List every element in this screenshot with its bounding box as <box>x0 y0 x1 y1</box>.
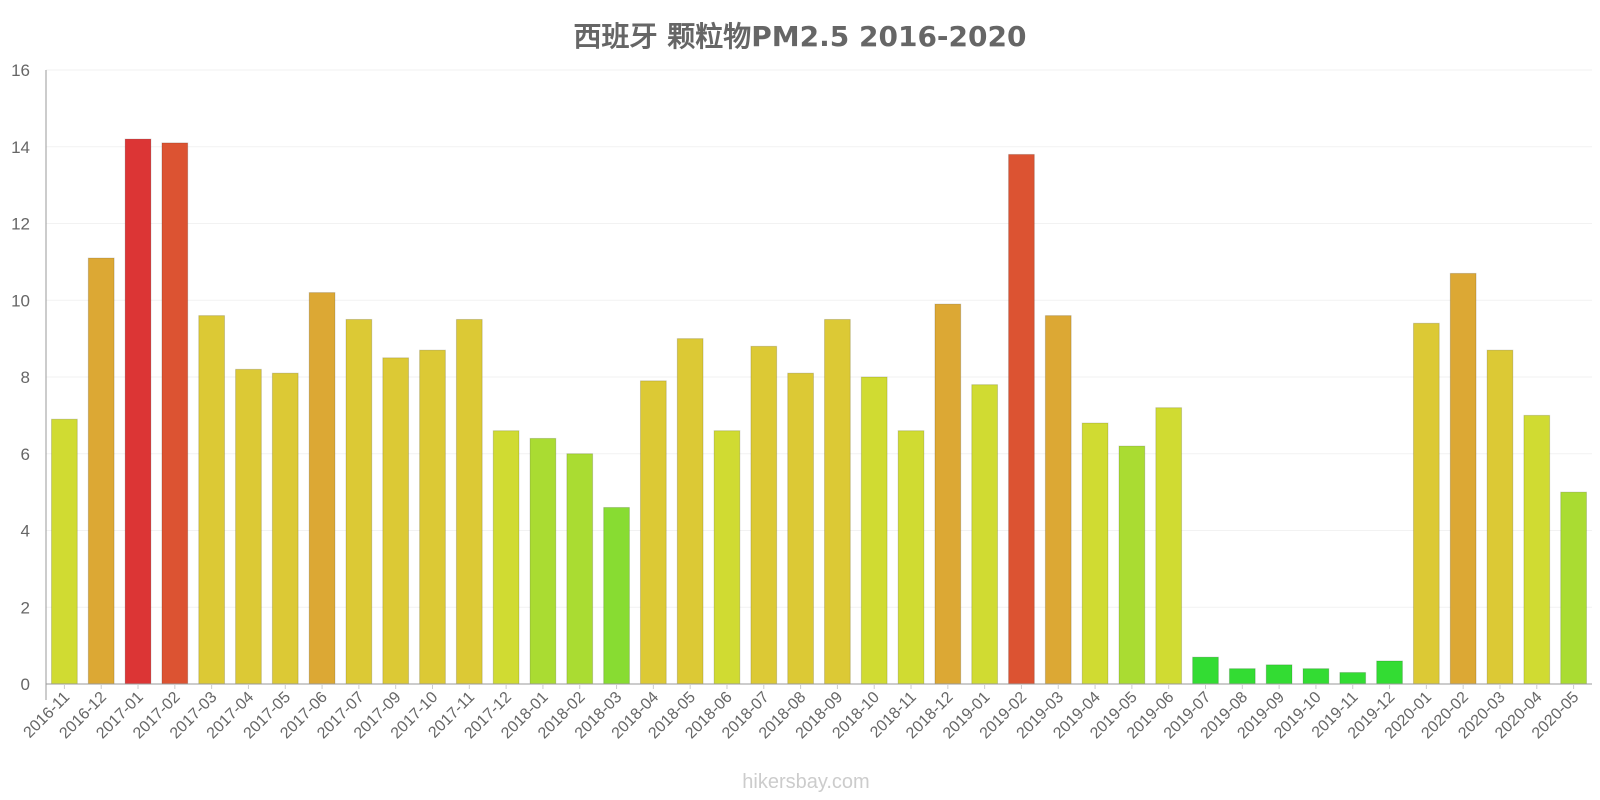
bar-2019-03 <box>1044 315 1072 685</box>
bar-2019-12 <box>1376 660 1403 685</box>
bar-2019-04 <box>1081 422 1109 685</box>
bar-2018-05 <box>676 338 704 685</box>
bar-2019-08 <box>1228 668 1256 685</box>
bar-2018-08 <box>787 372 814 685</box>
bar-2018-10 <box>860 376 888 685</box>
bar-2018-01 <box>529 437 557 685</box>
bar-2016-12 <box>87 257 115 685</box>
bar-2019-11 <box>1339 671 1367 685</box>
y-tick-label: 0 <box>21 675 30 694</box>
bar-2017-02 <box>161 142 189 685</box>
bar-2020-03 <box>1486 349 1514 685</box>
bar-2020-01 <box>1412 322 1440 685</box>
bar-2017-04 <box>235 368 262 685</box>
bar-2017-11 <box>455 318 483 685</box>
y-tick-label: 14 <box>11 138 30 157</box>
bar-2020-04 <box>1523 414 1551 685</box>
bar-2018-07 <box>750 345 778 685</box>
bar-2017-07 <box>345 318 373 685</box>
y-tick-label: 2 <box>21 598 30 617</box>
bar-2018-12 <box>934 303 962 685</box>
y-tick-labels: 0 2 4 6 8 10 12 14 16 <box>11 61 30 694</box>
bar-2017-01 <box>124 138 152 685</box>
bar-2017-12 <box>492 430 520 685</box>
bars <box>51 138 1587 685</box>
y-tick-label: 8 <box>21 368 30 387</box>
bar-2019-01 <box>971 384 999 685</box>
bar-2017-09 <box>382 357 410 685</box>
bar-2018-06 <box>713 430 741 685</box>
bar-2018-09 <box>824 318 851 685</box>
bar-2020-02 <box>1449 272 1477 685</box>
y-tick-label: 6 <box>21 445 30 464</box>
axes <box>45 70 1592 700</box>
bar-2018-11 <box>897 430 925 685</box>
bar-2017-05 <box>271 372 299 685</box>
bar-2019-05 <box>1118 445 1146 685</box>
bar-2019-06 <box>1155 407 1183 685</box>
y-tick-label: 16 <box>11 61 30 80</box>
chart-title: 西班牙 颗粒物PM2.5 2016-2020 <box>574 20 1027 53</box>
bar-2019-02 <box>1008 153 1035 685</box>
bar-2019-07 <box>1192 656 1219 685</box>
bar-2019-10 <box>1302 668 1330 685</box>
bar-2016-11 <box>51 418 78 685</box>
bar-2018-03 <box>603 506 630 685</box>
bar-2017-06 <box>308 292 336 685</box>
y-tick-label: 10 <box>11 291 30 310</box>
y-tick-label: 12 <box>11 215 30 234</box>
bar-2017-10 <box>419 349 446 685</box>
bar-2020-05 <box>1560 491 1587 685</box>
bar-2018-04 <box>639 380 667 685</box>
bar-2018-02 <box>566 453 594 685</box>
watermark: hikersbay.com <box>742 771 869 793</box>
y-tick-label: 4 <box>21 522 30 541</box>
bar-2017-03 <box>198 315 226 685</box>
x-tick-labels: 2016-112016-122017-012017-022017-032017-… <box>21 684 1582 742</box>
gridlines <box>46 69 1592 608</box>
bar-2019-09 <box>1265 664 1293 685</box>
